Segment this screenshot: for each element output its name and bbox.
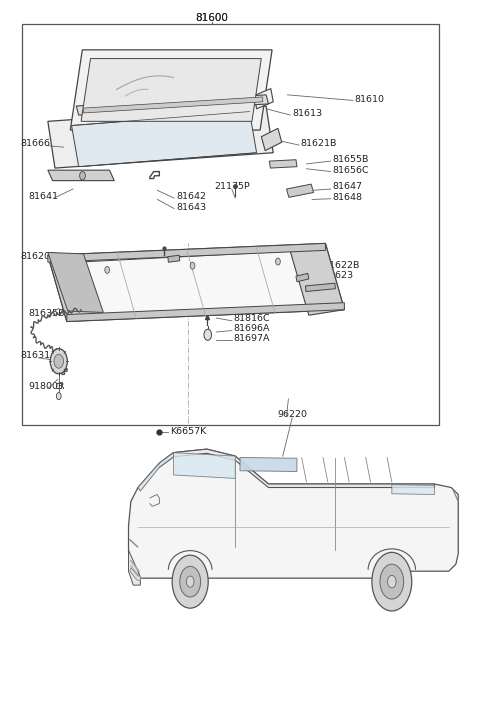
Text: 81623: 81623 xyxy=(323,271,353,280)
Text: 91800R: 91800R xyxy=(29,382,65,391)
Circle shape xyxy=(380,565,404,599)
Text: 81626E: 81626E xyxy=(201,271,237,280)
Polygon shape xyxy=(287,184,313,198)
Text: 81631: 81631 xyxy=(21,352,51,360)
Text: 96220: 96220 xyxy=(277,410,307,419)
Circle shape xyxy=(80,172,85,180)
Polygon shape xyxy=(159,449,434,487)
Circle shape xyxy=(56,393,61,399)
Circle shape xyxy=(387,575,396,588)
Circle shape xyxy=(204,329,212,340)
Text: 81620A: 81620A xyxy=(21,252,57,261)
Polygon shape xyxy=(81,58,261,122)
Polygon shape xyxy=(48,243,344,321)
Text: 81643: 81643 xyxy=(176,202,206,212)
Polygon shape xyxy=(84,97,263,113)
Circle shape xyxy=(172,555,208,608)
Circle shape xyxy=(105,266,109,273)
Polygon shape xyxy=(48,243,325,262)
Text: 81816C: 81816C xyxy=(234,314,270,323)
Polygon shape xyxy=(48,255,100,321)
Polygon shape xyxy=(48,106,273,168)
Text: 81696A: 81696A xyxy=(234,324,270,333)
Circle shape xyxy=(180,567,201,597)
Text: 81641: 81641 xyxy=(29,192,59,201)
Text: 81600: 81600 xyxy=(195,13,228,23)
Bar xyxy=(22,24,439,425)
Polygon shape xyxy=(269,160,297,168)
Polygon shape xyxy=(76,251,309,316)
Circle shape xyxy=(50,349,67,374)
Polygon shape xyxy=(70,50,272,130)
Polygon shape xyxy=(240,458,297,472)
Text: 81647: 81647 xyxy=(333,182,362,191)
Polygon shape xyxy=(67,303,344,321)
Text: K6657K: K6657K xyxy=(170,427,206,436)
Text: 81600: 81600 xyxy=(195,13,228,23)
Polygon shape xyxy=(130,568,140,580)
Polygon shape xyxy=(129,550,140,585)
Circle shape xyxy=(276,258,280,265)
Text: 81642: 81642 xyxy=(176,192,206,201)
Polygon shape xyxy=(76,95,268,115)
Polygon shape xyxy=(174,453,235,479)
Text: 81656C: 81656C xyxy=(333,166,369,174)
Text: 81613: 81613 xyxy=(292,109,322,118)
Polygon shape xyxy=(305,283,336,292)
Text: 81610: 81610 xyxy=(355,94,385,103)
Polygon shape xyxy=(296,273,309,282)
Text: 81617A: 81617A xyxy=(201,252,238,261)
Polygon shape xyxy=(290,243,344,315)
Text: 81635B: 81635B xyxy=(29,309,65,318)
Polygon shape xyxy=(392,484,434,494)
Text: 81622B: 81622B xyxy=(323,261,360,269)
Circle shape xyxy=(54,354,63,368)
Polygon shape xyxy=(138,453,174,491)
Circle shape xyxy=(372,553,412,611)
Polygon shape xyxy=(72,112,257,167)
Text: 81648: 81648 xyxy=(333,193,362,202)
Text: 81697A: 81697A xyxy=(234,335,270,344)
Polygon shape xyxy=(48,170,114,181)
Text: 81621B: 81621B xyxy=(301,139,337,148)
Polygon shape xyxy=(254,89,273,109)
Polygon shape xyxy=(129,449,458,578)
Circle shape xyxy=(186,576,194,587)
Polygon shape xyxy=(261,129,282,150)
Text: 81655B: 81655B xyxy=(333,155,369,165)
Polygon shape xyxy=(168,255,180,262)
Text: 21175P: 21175P xyxy=(214,182,250,191)
Text: 81666: 81666 xyxy=(21,139,51,148)
Text: 81625E: 81625E xyxy=(201,262,237,271)
Circle shape xyxy=(190,262,195,269)
Polygon shape xyxy=(48,252,103,312)
